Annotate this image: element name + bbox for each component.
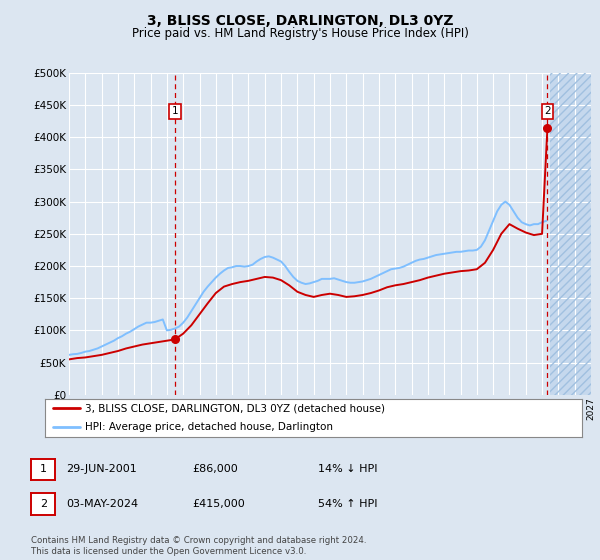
Text: Price paid vs. HM Land Registry's House Price Index (HPI): Price paid vs. HM Land Registry's House … xyxy=(131,27,469,40)
Text: Contains HM Land Registry data © Crown copyright and database right 2024.
This d: Contains HM Land Registry data © Crown c… xyxy=(31,536,367,556)
Text: 2: 2 xyxy=(40,499,47,509)
Text: £415,000: £415,000 xyxy=(192,499,245,509)
Text: 3, BLISS CLOSE, DARLINGTON, DL3 0YZ (detached house): 3, BLISS CLOSE, DARLINGTON, DL3 0YZ (det… xyxy=(85,403,385,413)
Bar xyxy=(550,73,591,395)
Text: 2: 2 xyxy=(544,106,551,116)
Text: 54% ↑ HPI: 54% ↑ HPI xyxy=(318,499,377,509)
Text: 1: 1 xyxy=(172,106,178,116)
Text: 1: 1 xyxy=(40,464,47,474)
Text: £86,000: £86,000 xyxy=(192,464,238,474)
Text: 03-MAY-2024: 03-MAY-2024 xyxy=(66,499,138,509)
Bar xyxy=(550,73,591,395)
Text: 14% ↓ HPI: 14% ↓ HPI xyxy=(318,464,377,474)
Text: HPI: Average price, detached house, Darlington: HPI: Average price, detached house, Darl… xyxy=(85,422,333,432)
Text: 29-JUN-2001: 29-JUN-2001 xyxy=(66,464,137,474)
Text: 3, BLISS CLOSE, DARLINGTON, DL3 0YZ: 3, BLISS CLOSE, DARLINGTON, DL3 0YZ xyxy=(147,14,453,28)
